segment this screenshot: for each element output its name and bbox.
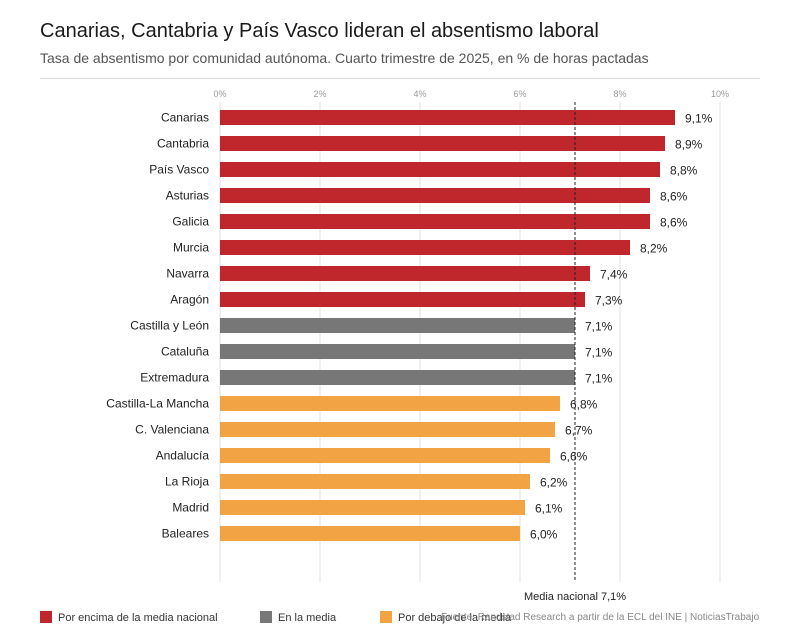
category-label: Castilla y León <box>130 319 209 333</box>
bar <box>220 318 575 333</box>
bar <box>220 344 575 359</box>
value-label: 7,3% <box>595 294 623 308</box>
bar <box>220 396 560 411</box>
legend-item-below: Por debajo de la media <box>380 611 511 624</box>
x-tick-label: 0% <box>213 89 226 99</box>
value-label: 6,1% <box>535 502 563 516</box>
x-tick-label: 10% <box>711 89 729 99</box>
value-label: 7,1% <box>585 372 613 386</box>
value-label: 6,6% <box>560 450 588 464</box>
bar <box>220 474 530 489</box>
category-label: Murcia <box>173 241 209 255</box>
bar <box>220 240 630 255</box>
category-label: Navarra <box>166 267 209 281</box>
legend-label-equal: En la media <box>278 612 337 624</box>
category-label: Cantabria <box>157 137 209 151</box>
category-label: Cataluña <box>161 345 209 359</box>
bar <box>220 110 675 125</box>
value-label: 9,1% <box>685 112 713 126</box>
x-tick-label: 8% <box>613 89 626 99</box>
category-label: Canarias <box>161 111 209 125</box>
value-label: 7,1% <box>585 320 613 334</box>
category-label: La Rioja <box>165 475 209 489</box>
bar <box>220 526 520 541</box>
category-label: Aragón <box>170 293 209 307</box>
category-label: Castilla-La Mancha <box>106 397 209 411</box>
category-label: Madrid <box>172 501 209 515</box>
value-label: 6,0% <box>530 528 558 542</box>
category-label: Andalucía <box>156 449 210 463</box>
value-label: 8,6% <box>660 190 688 204</box>
chart-title: Canarias, Cantabria y País Vasco lideran… <box>40 20 599 42</box>
legend-item-above: Por encima de la media nacional <box>40 611 218 624</box>
bar <box>220 500 525 515</box>
x-tick-label: 6% <box>513 89 526 99</box>
value-label: 7,1% <box>585 346 613 360</box>
bar <box>220 188 650 203</box>
bar <box>220 448 550 463</box>
category-label: Asturias <box>166 189 209 203</box>
bar-chart: 0% 2% 4% 6% 8% 10% Canarias 9,1% Cantabria 8,9% Pa… <box>106 89 729 603</box>
value-label: 6,2% <box>540 476 568 490</box>
category-label: C. Valenciana <box>135 423 209 437</box>
value-label: 8,8% <box>670 164 698 178</box>
source-note: Fuente: Randstad Research a partir de la… <box>441 612 760 623</box>
chart-legend: Por encima de la media nacional En la me… <box>40 611 760 627</box>
bar <box>220 292 585 307</box>
bar <box>220 266 590 281</box>
value-label: 6,7% <box>565 424 593 438</box>
header-divider <box>40 78 760 79</box>
legend-label-below: Por debajo de la media <box>398 612 512 624</box>
value-label: 7,4% <box>600 268 628 282</box>
legend-item-equal: En la media <box>260 611 336 624</box>
bar <box>220 136 665 151</box>
bar <box>220 214 650 229</box>
legend-swatch-equal <box>260 611 272 623</box>
x-tick-label: 2% <box>313 89 326 99</box>
x-tick-label: 4% <box>413 89 426 99</box>
bar <box>220 162 660 177</box>
category-label: Extremadura <box>140 371 209 385</box>
value-label: 6,8% <box>570 398 598 412</box>
category-label: Baleares <box>162 527 209 541</box>
value-label: 8,9% <box>675 138 703 152</box>
legend-label-above: Por encima de la media nacional <box>58 612 218 624</box>
value-label: 8,2% <box>640 242 668 256</box>
category-label: Galicia <box>172 215 209 229</box>
chart-subtitle: Tasa de absentismo por comunidad autónom… <box>40 50 649 66</box>
legend-swatch-below <box>380 611 392 623</box>
bar <box>220 370 575 385</box>
reference-line-label: Media nacional 7,1% <box>524 591 626 603</box>
value-label: 8,6% <box>660 216 688 230</box>
category-label: País Vasco <box>149 163 209 177</box>
legend-swatch-above <box>40 611 52 623</box>
bar <box>220 422 555 437</box>
